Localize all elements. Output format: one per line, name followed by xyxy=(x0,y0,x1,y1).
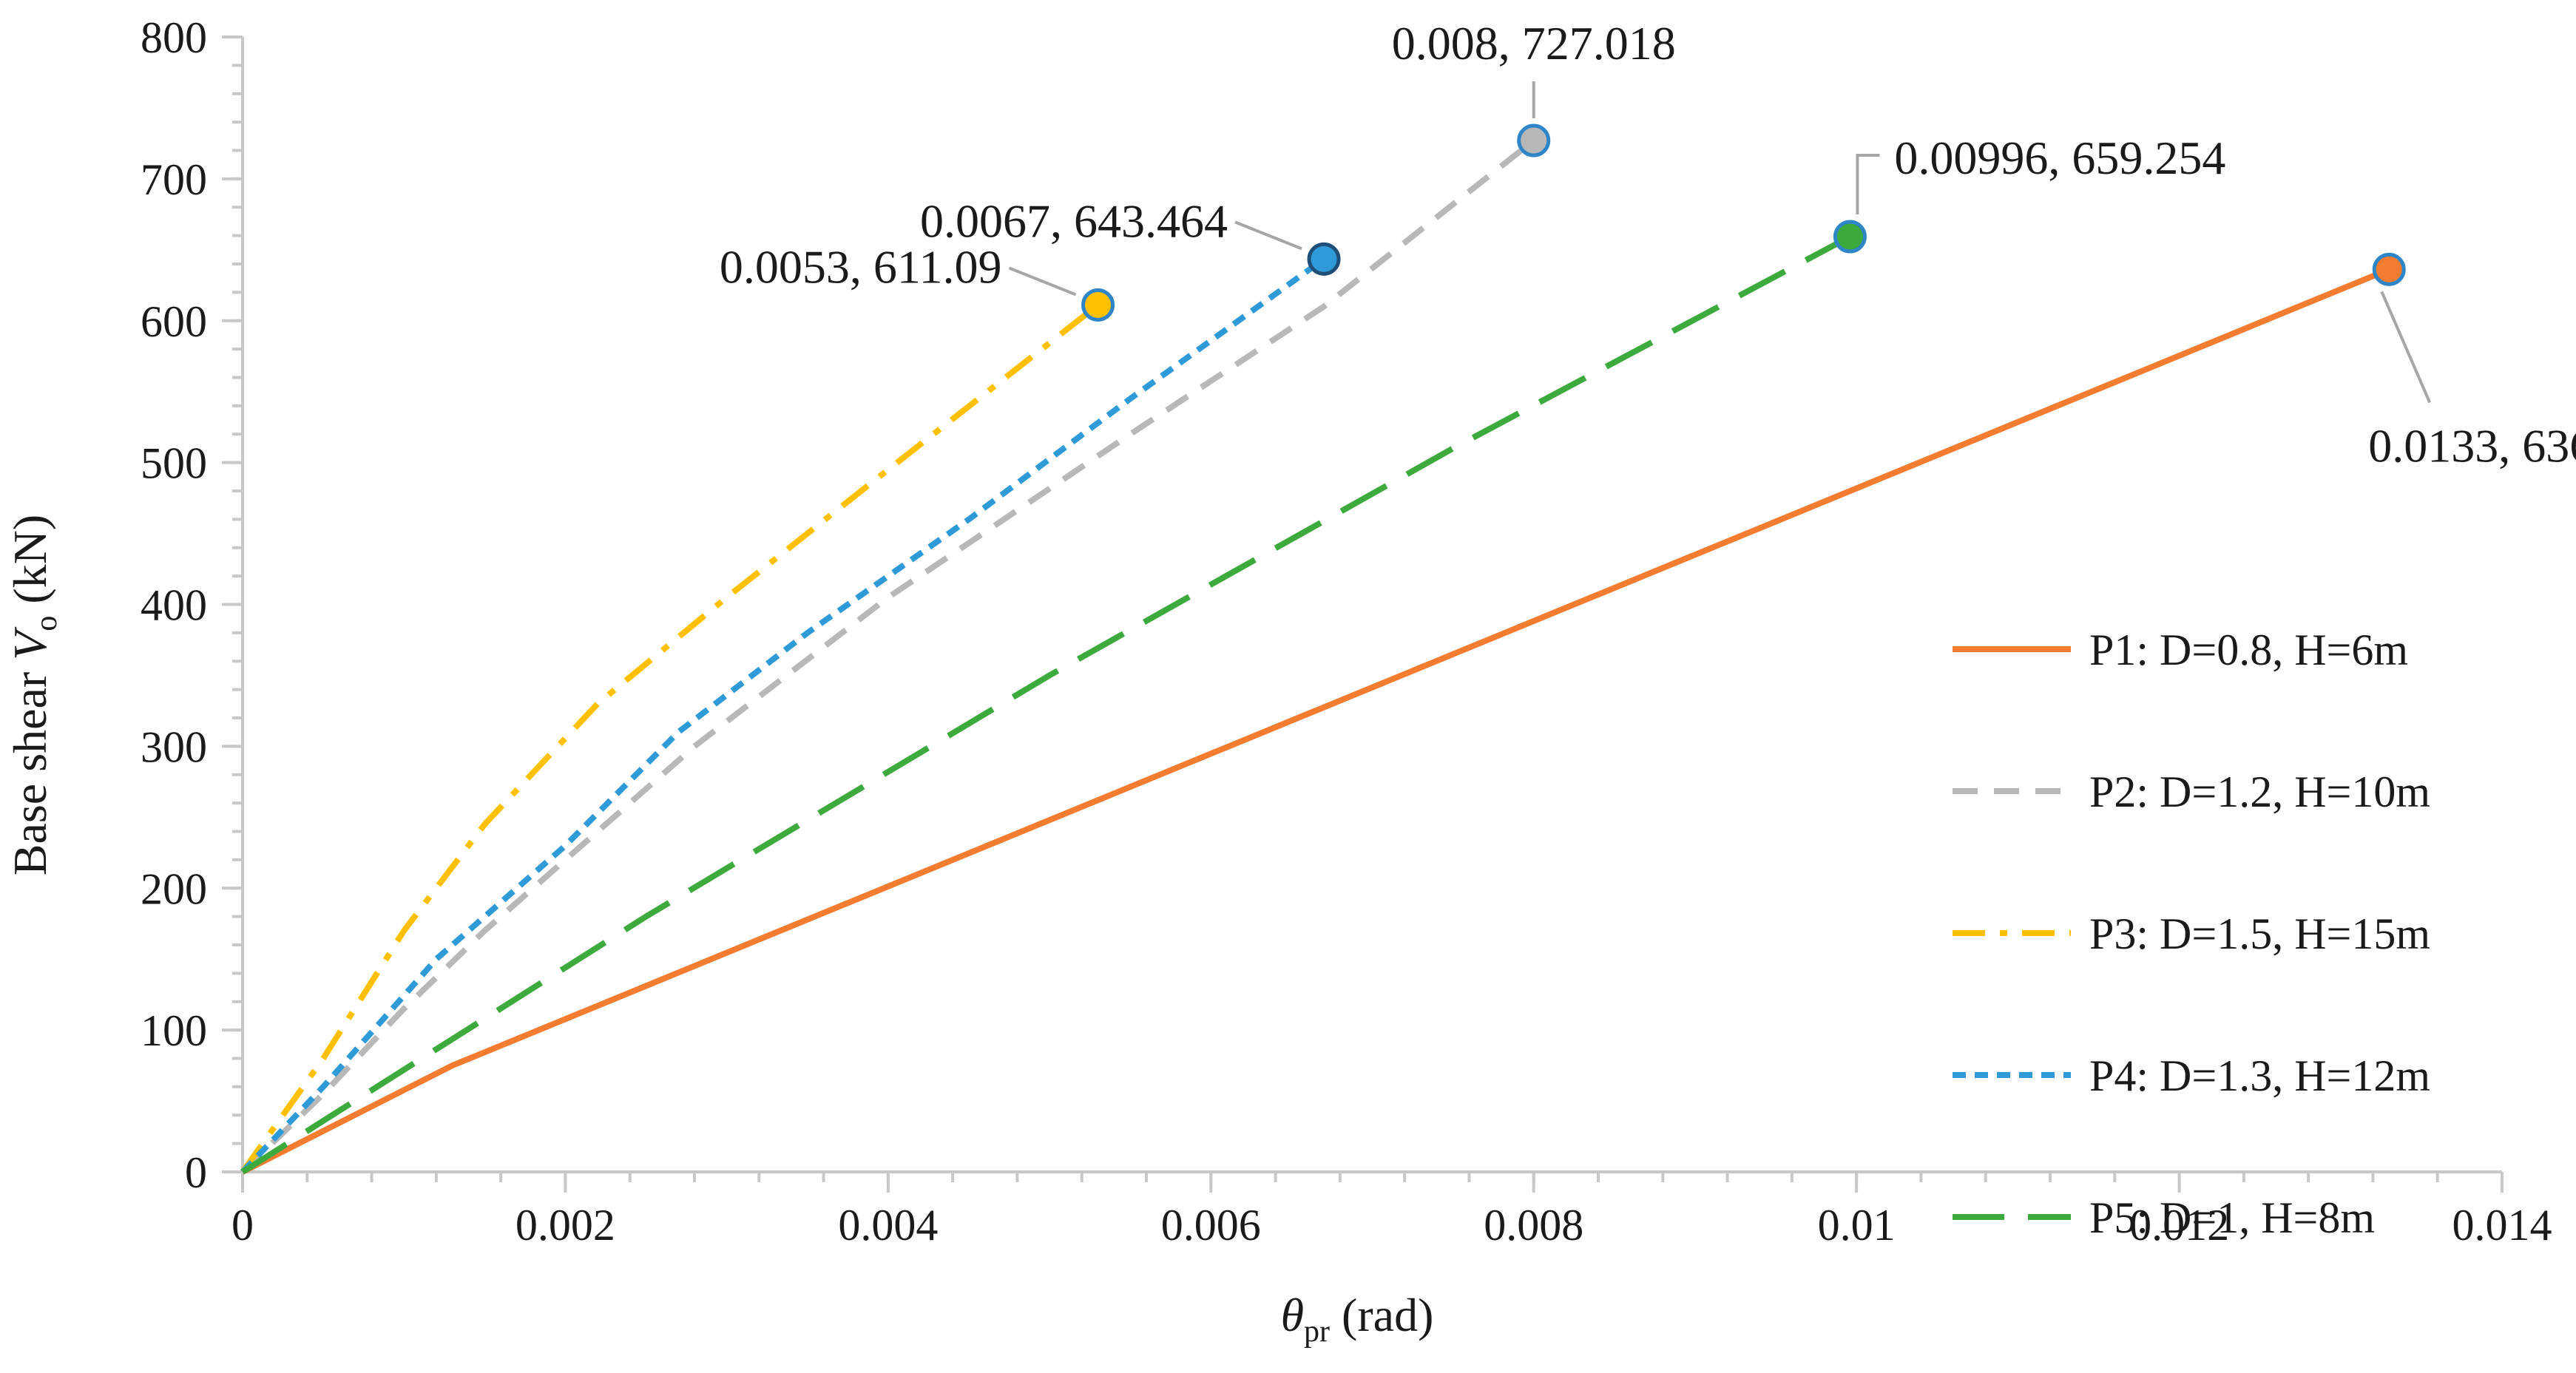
x-tick-label: 0.004 xyxy=(838,1201,938,1250)
data-label-p1: 0.0133, 636.134 xyxy=(2368,419,2576,472)
annotation-leader-p4 xyxy=(1234,220,1302,251)
plot-area xyxy=(240,138,2390,1175)
legend-label-p1: P1: D=0.8, H=6m xyxy=(2089,626,2408,674)
y-tick-label: 700 xyxy=(141,155,207,204)
x-axis-title: θpr (rad) xyxy=(1281,1289,1434,1349)
series-line-p3 xyxy=(240,302,1100,1174)
series-line-p4 xyxy=(240,257,1326,1174)
end-marker-p1 xyxy=(2372,252,2406,286)
annotation-leader-p1 xyxy=(2380,291,2432,404)
end-marker-p4 xyxy=(1307,242,1341,276)
legend-label-p2: P2: D=1.2, H=10m xyxy=(2089,767,2430,816)
legend-label-p3: P3: D=1.5, H=15m xyxy=(2089,909,2430,958)
data-label-p4: 0.0067, 643.464 xyxy=(920,194,1228,247)
y-tick-label: 200 xyxy=(141,864,207,913)
x-tick-label: 0.006 xyxy=(1161,1201,1261,1250)
y-axis-title: Base shear Vo (kN) xyxy=(4,515,64,875)
x-tick-label: 0.002 xyxy=(515,1201,615,1250)
y-tick-label: 300 xyxy=(141,722,207,771)
x-tick-label: 0.012 xyxy=(2129,1201,2229,1250)
annotations: 0.0133, 636.134 0.008, 727.018 0.0053, 611… xyxy=(720,17,2576,472)
y-tick-label: 400 xyxy=(141,581,207,630)
series-line-p2 xyxy=(240,138,1536,1174)
end-marker-p2 xyxy=(1517,123,1551,157)
x-tick-label: 0.014 xyxy=(2452,1201,2552,1250)
legend-label-p4: P4: D=1.3, H=12m xyxy=(2089,1051,2430,1100)
y-tick-label: 600 xyxy=(141,297,207,346)
legend-label-p5: P5: D=1, H=8m xyxy=(2089,1193,2375,1242)
legend: P1: D=0.8, H=6m P2: D=1.2, H=10m P3: D=1.5… xyxy=(1953,626,2430,1242)
x-tick-label: 0 xyxy=(231,1201,254,1250)
y-tick-label: 0 xyxy=(185,1148,207,1197)
series-line-p1 xyxy=(241,266,2390,1175)
annotation-leader-p5 xyxy=(1856,154,1880,215)
series-line-p5 xyxy=(240,234,1852,1175)
axes: 0 0.002 0.004 0.006 0.008 0.01 0.012 0.014 0 100 2… xyxy=(141,13,2552,1250)
y-tick-label: 800 xyxy=(141,13,207,62)
y-tick-label: 500 xyxy=(141,439,207,488)
annotation-leader-p3 xyxy=(1008,266,1077,296)
data-label-p5: 0.00996, 659.254 xyxy=(1894,132,2225,184)
y-tick-label: 100 xyxy=(141,1006,207,1055)
data-label-p3: 0.0053, 611.09 xyxy=(720,240,1002,293)
x-tick-label: 0.008 xyxy=(1484,1201,1583,1250)
data-label-p2: 0.008, 727.018 xyxy=(1392,17,1676,70)
x-tick-label: 0.01 xyxy=(1818,1201,1896,1250)
end-marker-p3 xyxy=(1081,288,1115,322)
end-marker-p5 xyxy=(1833,220,1867,254)
